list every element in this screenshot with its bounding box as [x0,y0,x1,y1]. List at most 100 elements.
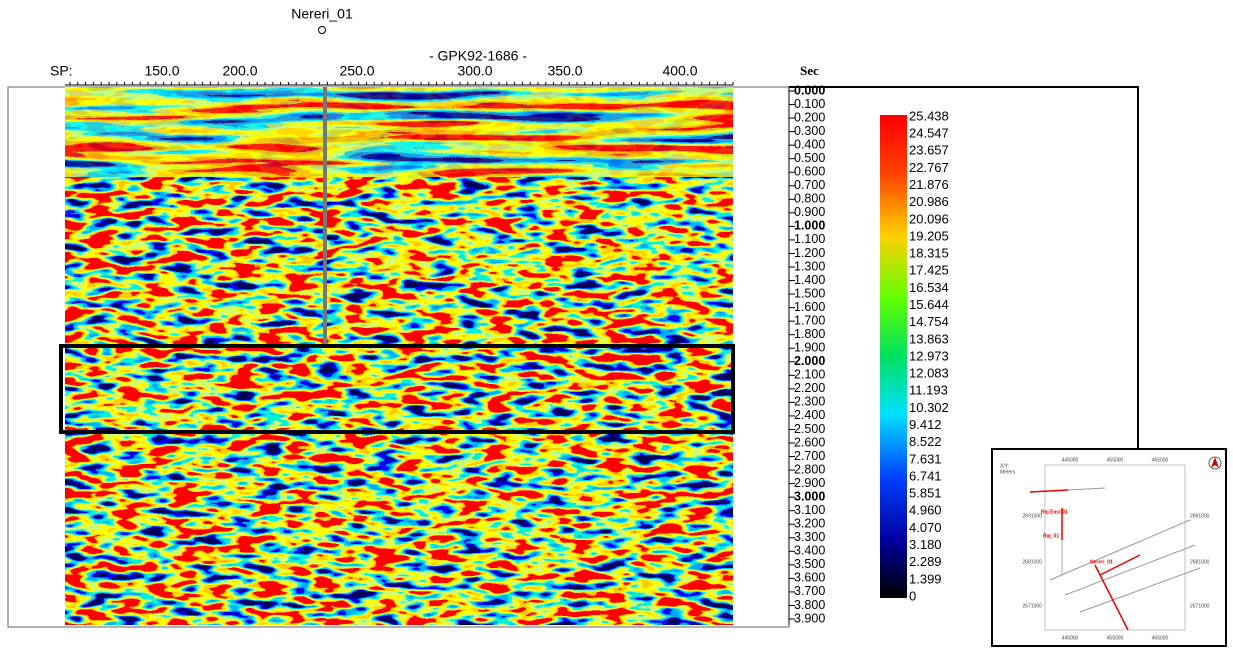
time-tick-label: 3.600 [794,571,825,585]
map-line [1067,487,1106,491]
map-well-label: Raj East 01 [1041,509,1068,515]
colorbar-label: 18.315 [909,246,949,261]
map-x-tick-label: 465000 [1152,457,1169,463]
time-tick-label: 3.300 [794,530,825,544]
map-line [1099,554,1141,576]
colorbar-label: 1.399 [909,571,942,586]
time-tick-label: 1.400 [794,273,825,287]
map-line [1029,489,1069,493]
highlight-box [59,344,735,434]
time-tick-label: 1.500 [794,286,825,300]
time-tick-label: 1.700 [794,313,825,327]
time-tick-label: 2.300 [794,395,825,409]
map-line [1094,564,1129,631]
sp-tick-label: 250.0 [339,63,374,79]
map-well-label: Raj_01 [1043,533,1059,539]
time-tick-label: 1.100 [794,232,825,246]
time-tick-label: 0.200 [794,110,825,124]
time-tick-label: 3.900 [794,611,825,625]
time-tick-label: 1.600 [794,300,825,314]
north-arrow-head [1211,457,1219,468]
map-y-tick-label: 2691000 [1190,513,1210,519]
time-tick-label: 0.100 [794,97,825,111]
map-well-label: Nereri_01 [1090,559,1113,565]
time-tick-label: 2.800 [794,462,825,476]
map-plot-frame [1044,464,1186,631]
time-tick-label: 1.800 [794,327,825,341]
colorbar-label: 8.522 [909,434,942,449]
time-tick-label: 0.900 [794,205,825,219]
time-tick-label: 3.200 [794,517,825,531]
colorbar-label: 23.657 [909,143,949,158]
colorbar-label: 12.083 [909,366,949,381]
time-tick-label: 3.700 [794,584,825,598]
sp-tick-label: 350.0 [547,63,582,79]
time-tick-label: 2.700 [794,449,825,463]
time-tick-label: 3.000 [794,489,825,503]
pointer-arrow [789,86,1147,552]
sp-tick-label: 400.0 [662,63,697,79]
map-inset: X/Y: Meters Raj East 01 Raj_01 Nereri_01 [991,448,1227,647]
map-x-tick-label: 455000 [1107,457,1124,463]
colorbar-label: 4.070 [909,520,942,535]
map-x-tick-label: 465000 [1152,635,1169,641]
time-tick-label: 1.300 [794,259,825,273]
time-tick-label: 0.800 [794,192,825,206]
map-y-tick-label: 2671000 [1190,603,1210,609]
map-line [1049,519,1191,581]
sp-tick-label: 200.0 [222,63,257,79]
time-tick-label: 2.000 [794,354,825,368]
colorbar-label: 16.534 [909,280,949,295]
well-label: Nereri_01 [291,6,353,22]
time-tick-label: 0.300 [794,124,825,138]
colorbar-label: 5.851 [909,486,942,501]
colorbar-label: 7.631 [909,451,942,466]
time-tick-label: 2.900 [794,476,825,490]
sp-tick-label: 300.0 [457,63,492,79]
colorbar-label: 13.863 [909,331,949,346]
map-xy-label: X/Y: [1000,463,1009,469]
colorbar-label: 24.547 [909,126,949,141]
colorbar-label: 15.644 [909,297,949,312]
map-y-tick-label: 2681000 [1190,559,1210,565]
colorbar-label: 20.986 [909,194,949,209]
map-units: Meters [1000,469,1016,475]
time-tick-label: 0.600 [794,165,825,179]
time-tick-label: 1.000 [794,219,825,233]
seismic-top-band [65,87,733,177]
time-tick-label: 0.500 [794,151,825,165]
colorbar-label: 20.096 [909,211,949,226]
time-tick-label: 2.200 [794,381,825,395]
time-tick-label: 2.500 [794,422,825,436]
line-name: - GPK92-1686 - [429,48,527,64]
time-tick-label: 2.400 [794,408,825,422]
time-tick-label: 0.700 [794,178,825,192]
time-tick-label: 1.200 [794,246,825,260]
colorbar-label: 2.289 [909,554,942,569]
map-y-tick-label: 2691000 [1023,513,1043,519]
map-x-tick-label: 445000 [1062,457,1079,463]
colorbar-label: 25.438 [909,108,949,123]
map-line [1079,567,1201,613]
time-tick-label: 3.100 [794,503,825,517]
colorbar-label: 4.960 [909,503,942,518]
map-line [1064,544,1196,596]
well-marker [318,26,326,34]
colorbar-label: 0 [909,588,916,603]
sp-axis-label: SP: [50,63,73,79]
colorbar [880,115,907,598]
time-tick-label: 3.400 [794,544,825,558]
sp-tick-label: 150.0 [144,63,179,79]
time-axis-label: Sec [800,63,819,78]
time-tick-label: 0.000 [794,83,825,97]
map-x-tick-label: 455000 [1107,635,1124,641]
colorbar-label: 17.425 [909,263,949,278]
colorbar-label: 9.412 [909,417,942,432]
colorbar-label: 21.876 [909,177,949,192]
colorbar-label: 11.193 [909,383,948,398]
time-tick-label: 1.900 [794,341,825,355]
colorbar-label: 3.180 [909,537,942,552]
map-x-tick-label: 445000 [1062,635,1079,641]
colorbar-label: 22.767 [909,160,949,175]
